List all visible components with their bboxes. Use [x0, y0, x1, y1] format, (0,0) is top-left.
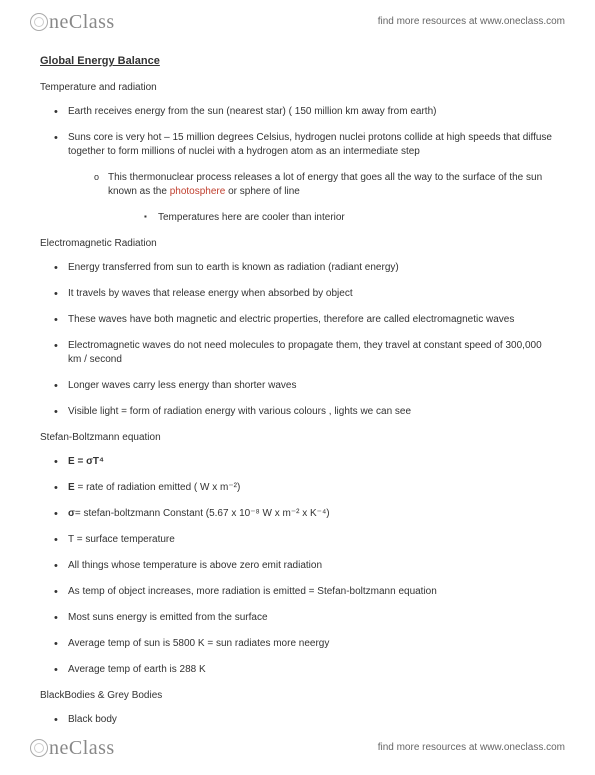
brand-logo: neClass: [30, 8, 115, 36]
page-footer: neClass find more resources at www.onecl…: [0, 726, 595, 770]
document-title: Global Energy Balance: [40, 54, 555, 69]
logo-text-footer: neClass: [49, 734, 115, 762]
list-item: Visible light = form of radiation energy…: [68, 405, 555, 419]
bullet-list: Earth receives energy from the sun (near…: [40, 105, 555, 225]
section-heading: Temperature and radiation: [40, 81, 555, 95]
logo-circle-icon: [30, 13, 48, 31]
page-header: neClass find more resources at www.onecl…: [0, 0, 595, 48]
list-item: T = surface temperature: [68, 533, 555, 547]
list-item: As temp of object increases, more radiat…: [68, 585, 555, 599]
list-item: Most suns energy is emitted from the sur…: [68, 611, 555, 625]
list-item: Average temp of earth is 288 K: [68, 663, 555, 677]
list-item: It travels by waves that release energy …: [68, 287, 555, 301]
list-item: E = σT⁴: [68, 455, 555, 469]
bullet-list: Temperatures here are cooler than interi…: [108, 211, 555, 225]
bold-text: E = σT⁴: [68, 456, 104, 467]
list-item: This thermonuclear process releases a lo…: [108, 171, 555, 199]
section-heading: BlackBodies & Grey Bodies: [40, 689, 555, 703]
brand-logo-footer: neClass: [30, 734, 115, 762]
footer-resources-link[interactable]: find more resources at www.oneclass.com: [378, 741, 565, 755]
list-item: Earth receives energy from the sun (near…: [68, 105, 555, 119]
list-item: All things whose temperature is above ze…: [68, 559, 555, 573]
bold-text: E: [68, 482, 75, 493]
highlighted-term: photosphere: [170, 186, 226, 197]
list-item: Average temp of sun is 5800 K = sun radi…: [68, 637, 555, 651]
section-heading: Stefan-Boltzmann equation: [40, 431, 555, 445]
bullet-list: This thermonuclear process releases a lo…: [68, 171, 555, 225]
list-item: σ= stefan-boltzmann Constant (5.67 x 10⁻…: [68, 507, 555, 521]
list-item: Electromagnetic waves do not need molecu…: [68, 339, 555, 367]
header-resources-link[interactable]: find more resources at www.oneclass.com: [378, 15, 565, 29]
logo-text: neClass: [49, 8, 115, 36]
sections-container: Temperature and radiation Earth receives …: [40, 81, 555, 753]
list-item: Longer waves carry less energy than shor…: [68, 379, 555, 393]
list-item: E = rate of radiation emitted ( W x m⁻²): [68, 481, 555, 495]
document-content: Global Energy Balance Temperature and ra…: [0, 48, 595, 775]
list-item: These waves have both magnetic and elect…: [68, 313, 555, 327]
list-item: Energy transferred from sun to earth is …: [68, 261, 555, 275]
bullet-list: E = σT⁴ E = rate of radiation emitted ( W…: [40, 455, 555, 677]
section-heading: Electromagnetic Radiation: [40, 237, 555, 251]
list-item: Temperatures here are cooler than interi…: [158, 211, 555, 225]
bold-text: σ: [68, 508, 75, 519]
logo-circle-icon: [30, 739, 48, 757]
list-item: Suns core is very hot – 15 million degre…: [68, 131, 555, 159]
bullet-list: Energy transferred from sun to earth is …: [40, 261, 555, 419]
